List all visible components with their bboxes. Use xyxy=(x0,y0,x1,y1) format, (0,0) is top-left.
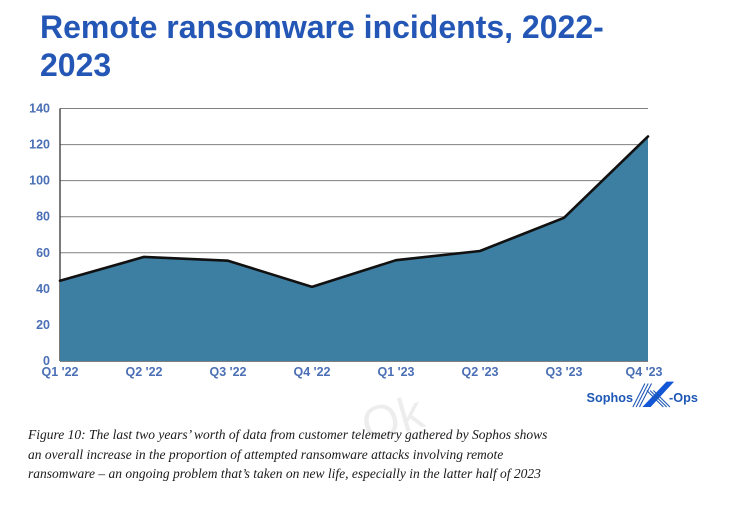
svg-text:Q4 '22: Q4 '22 xyxy=(293,365,330,379)
svg-text:20: 20 xyxy=(36,318,50,332)
svg-text:Q3 '22: Q3 '22 xyxy=(209,365,246,379)
svg-text:Sophos: Sophos xyxy=(587,391,634,405)
svg-text:Q4 '23: Q4 '23 xyxy=(625,365,662,379)
svg-text:Q1 '22: Q1 '22 xyxy=(41,365,78,379)
svg-text:-Ops: -Ops xyxy=(669,391,698,405)
svg-text:80: 80 xyxy=(36,210,50,224)
svg-text:Q2 '22: Q2 '22 xyxy=(125,365,162,379)
svg-text:140: 140 xyxy=(29,102,50,116)
svg-text:Q1 '23: Q1 '23 xyxy=(377,365,414,379)
svg-text:120: 120 xyxy=(29,138,50,152)
svg-text:60: 60 xyxy=(36,246,50,260)
svg-text:Q2 '23: Q2 '23 xyxy=(461,365,498,379)
svg-text:Q3 '23: Q3 '23 xyxy=(545,365,582,379)
svg-text:100: 100 xyxy=(29,174,50,188)
svg-text:40: 40 xyxy=(36,282,50,296)
